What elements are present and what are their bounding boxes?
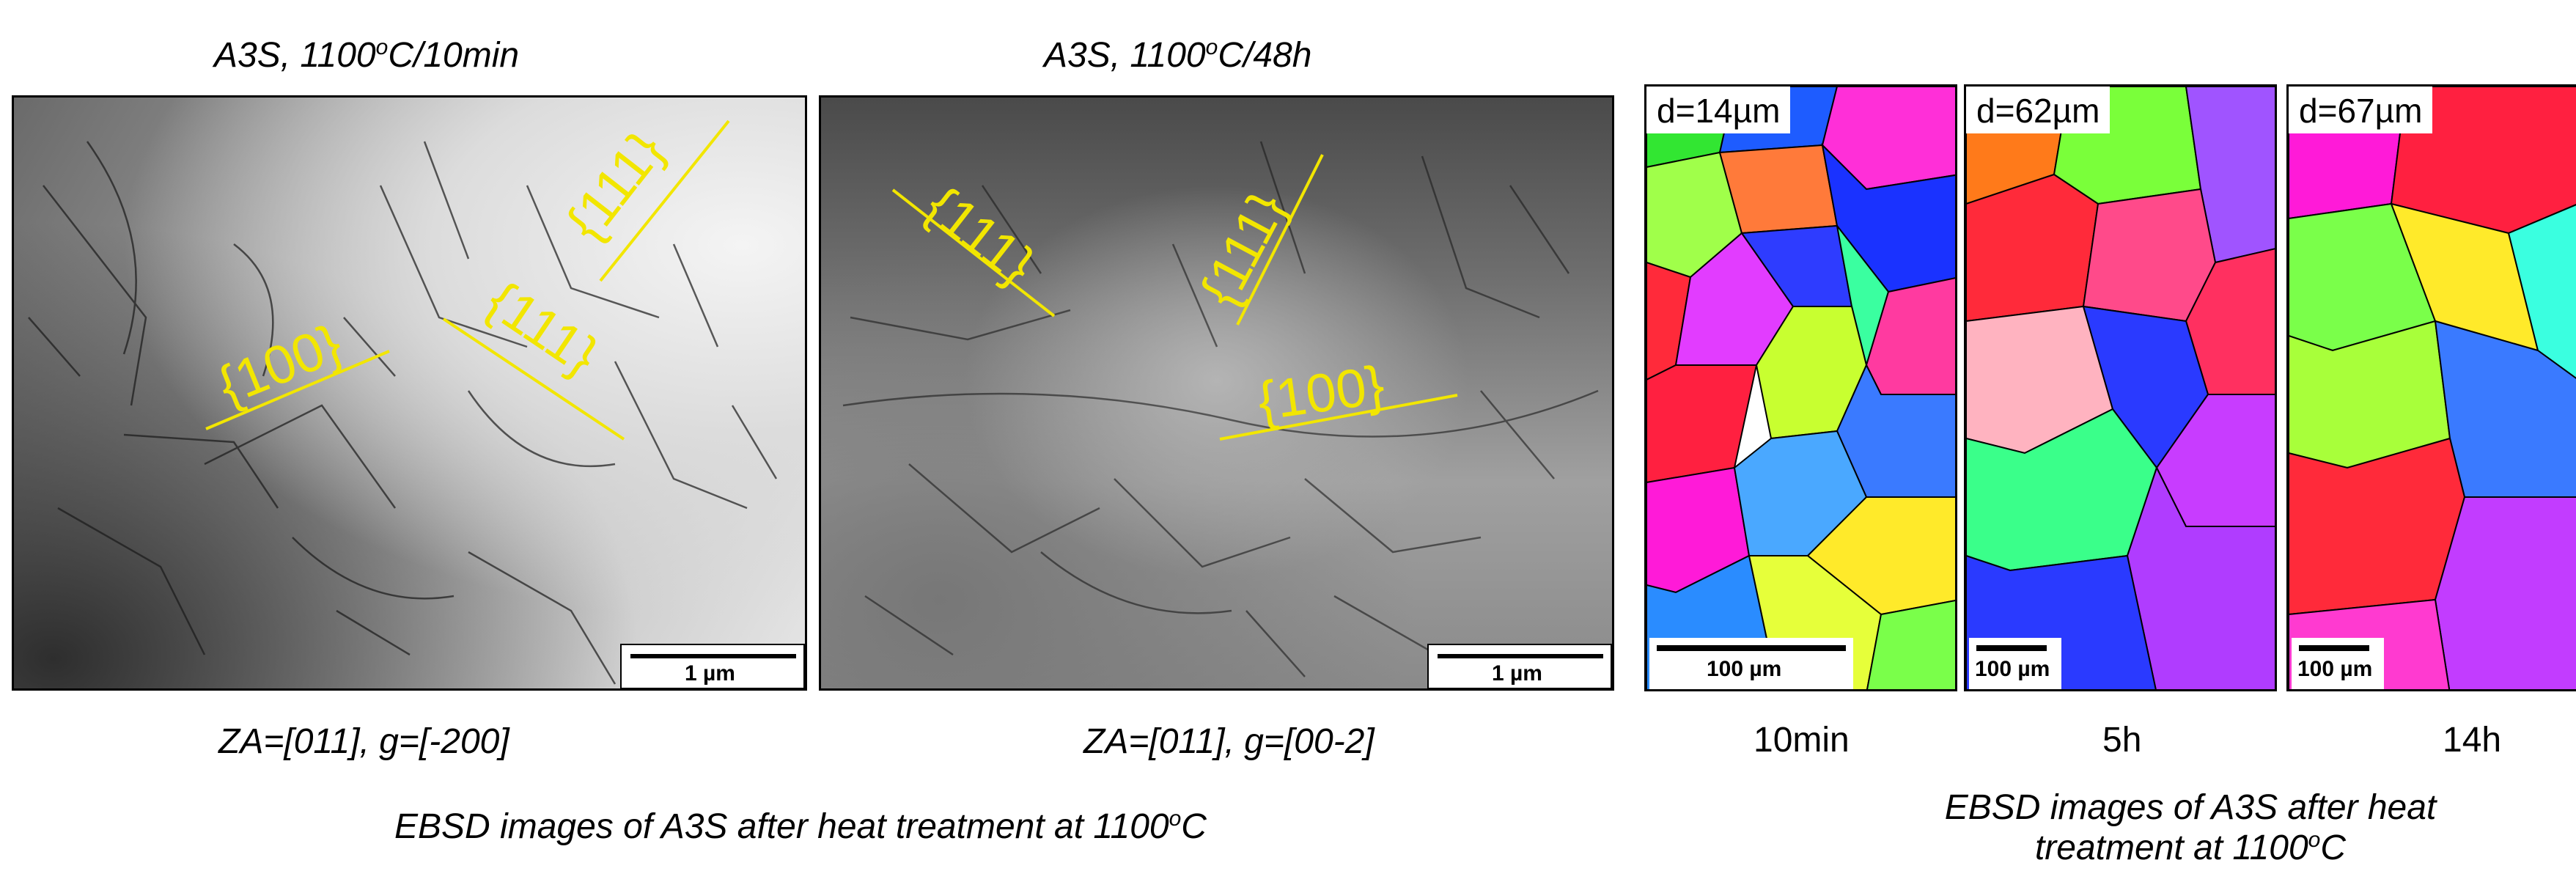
grain-size-label: d=62µm [1966, 87, 2111, 133]
grain-map-3 [2289, 87, 2576, 689]
annotation-100-left: {100} [210, 312, 350, 416]
tem-image-48h: {111} {111} {100} 1 µm [819, 95, 1614, 691]
ebsd-map-10min: d=14µm 100 µm [1644, 84, 1957, 691]
grain-map-1 [1646, 87, 1955, 689]
ebsd-time-5h: 5h [2102, 721, 2142, 760]
dislocation-lines-right: {111} {111} {100} [842, 141, 1599, 677]
tem-left-title: A3S, 1100oC/10min [214, 35, 520, 75]
annotation-100-right: {100} [1254, 354, 1388, 432]
annotation-111-left-top: {111} [554, 120, 675, 251]
ebsd-scale-bar-2: 100 µm [1969, 638, 2061, 689]
ebsd-time-14h: 14h [2443, 721, 2502, 760]
ebsd-time-10min: 10min [1753, 721, 1850, 760]
ebsd-scale-bar-3: 100 µm [2292, 638, 2384, 689]
grain-size-label: d=67µm [2289, 87, 2433, 133]
tem-right-caption: ZA=[011], g=[00-2] [1083, 722, 1375, 761]
tem-left-caption: ZA=[011], g=[-200] [218, 722, 509, 761]
dislocation-lines-left: {100} {111} {111} [28, 120, 778, 685]
annotation-111-left-mid: {111} [476, 269, 609, 386]
ebsd-map-14h: d=67µm 100 µm [2286, 84, 2576, 691]
bottom-right-caption: EBSD images of A3S after heat treatment … [1944, 788, 2437, 867]
bottom-left-caption: EBSD images of A3S after heat treatment … [394, 806, 1207, 846]
annotation-111-right-left: {111} [915, 174, 1046, 295]
tem-right-title: A3S, 1100oC/48h [1044, 35, 1312, 75]
annotation-111-right-mid: {111} [1188, 183, 1298, 316]
grain-map-2 [1966, 87, 2275, 689]
ebsd-scale-bar-1: 100 µm [1649, 638, 1853, 689]
grain-size-label: d=14µm [1646, 87, 1791, 133]
tem-image-10min: {100} {111} {111} 1 µm [12, 95, 807, 691]
scale-bar-left: 1 µm [620, 644, 805, 688]
ebsd-map-5h: d=62µm 100 µm [1964, 84, 2277, 691]
scale-bar-right: 1 µm [1427, 644, 1612, 688]
